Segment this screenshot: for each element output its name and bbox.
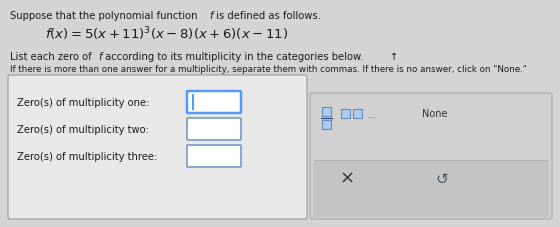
FancyBboxPatch shape [187, 145, 241, 167]
Text: according to its multiplicity in the categories below.: according to its multiplicity in the cat… [102, 52, 363, 62]
Text: Zero(s) of multiplicity two:: Zero(s) of multiplicity two: [17, 124, 149, 134]
Text: is defined as follows.: is defined as follows. [213, 11, 321, 21]
FancyBboxPatch shape [310, 94, 552, 219]
Text: f: f [98, 52, 101, 62]
Text: Suppose that the polynomial function: Suppose that the polynomial function [10, 11, 200, 21]
Bar [322, 121, 331, 129]
Text: ...: ... [367, 111, 376, 119]
Bar [341, 109, 350, 118]
Text: ↑: ↑ [390, 52, 398, 62]
FancyBboxPatch shape [187, 118, 241, 140]
Text: ×: × [339, 169, 354, 187]
Text: f: f [209, 11, 212, 21]
Text: List each zero of: List each zero of [10, 52, 95, 62]
Text: None: None [422, 109, 447, 118]
FancyBboxPatch shape [187, 92, 241, 114]
FancyBboxPatch shape [8, 76, 307, 219]
FancyBboxPatch shape [313, 160, 549, 217]
Text: ↺: ↺ [436, 171, 449, 186]
Text: Zero(s) of multiplicity three:: Zero(s) of multiplicity three: [17, 151, 157, 161]
Text: $\mathit{f}(x)=5(x+11)^3(x-8)(x+6)(x-11)$: $\mathit{f}(x)=5(x+11)^3(x-8)(x+6)(x-11)… [45, 25, 288, 42]
Text: Zero(s) of multiplicity one:: Zero(s) of multiplicity one: [17, 98, 150, 108]
Text: If there is more than one answer for a multiplicity, separate them with commas. : If there is more than one answer for a m… [10, 65, 527, 74]
Bar [322, 108, 331, 116]
Bar [353, 109, 362, 118]
